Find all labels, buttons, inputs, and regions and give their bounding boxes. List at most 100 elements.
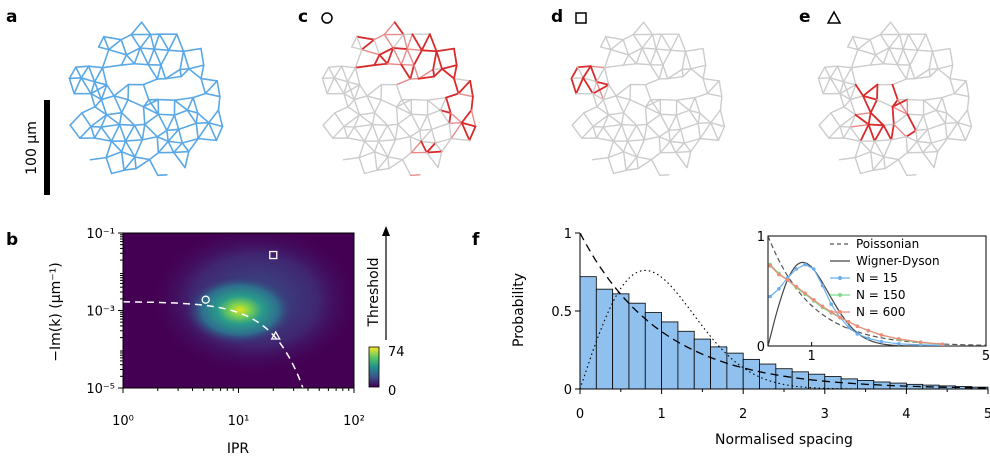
network-edge — [688, 109, 699, 124]
network-edge — [839, 92, 852, 101]
network-edge — [581, 125, 594, 139]
network-edge — [577, 66, 584, 79]
network-edge — [697, 122, 701, 140]
network-edge — [684, 47, 704, 52]
network-edge — [101, 48, 110, 69]
network-edge — [949, 77, 967, 82]
network-edge — [662, 64, 669, 80]
network-edge — [843, 98, 852, 108]
network-edge — [100, 126, 113, 142]
network-edge — [842, 137, 862, 142]
network-edge — [373, 99, 382, 114]
network-edge — [419, 114, 429, 132]
network-edge — [869, 111, 885, 127]
network-edge — [100, 95, 115, 101]
network-edge — [139, 47, 150, 66]
network-edge — [90, 125, 102, 128]
network-edge — [681, 68, 692, 71]
network-edge — [148, 158, 159, 177]
network-edge — [373, 53, 381, 66]
network-edge — [439, 109, 450, 124]
network-edge — [897, 152, 909, 161]
network-edge — [346, 126, 355, 139]
network-edge — [883, 156, 886, 170]
network-edge — [182, 47, 202, 53]
network-edge — [373, 151, 378, 171]
network-edge — [867, 123, 885, 127]
network-edge — [343, 84, 361, 95]
network-edge — [158, 33, 170, 52]
network-edge — [387, 139, 397, 158]
network-edge — [595, 126, 604, 139]
network-edge — [917, 33, 927, 52]
network-edge — [120, 33, 133, 41]
network-edge — [702, 47, 707, 66]
network-edge — [453, 64, 458, 80]
histogram-xlabel: Normalised spacing — [715, 432, 853, 448]
network-edge — [829, 77, 845, 83]
network-edge — [839, 114, 857, 128]
scale-bar-label: 100 µm — [24, 121, 40, 175]
network-edge — [217, 109, 224, 128]
x-tick-label: 10⁰ — [112, 414, 134, 429]
network-edge — [641, 47, 651, 66]
network-edge — [658, 64, 664, 80]
network-edge — [100, 83, 108, 101]
network-edge — [839, 84, 857, 95]
network-edge — [818, 124, 830, 139]
network-edge — [869, 98, 878, 114]
network-edge — [180, 68, 190, 78]
network-edge — [94, 98, 103, 108]
network-edge — [882, 124, 893, 141]
network-edge — [891, 106, 909, 115]
inset-series-point — [846, 325, 851, 330]
network-edge — [641, 47, 657, 50]
network-edge — [321, 77, 335, 80]
network-edge — [200, 77, 207, 95]
histogram-ticks: 0 1 2 3 4 5 0 0.5 1 — [551, 227, 990, 422]
network-edge — [147, 48, 155, 66]
network-edge — [148, 151, 160, 161]
y-tick-label: 0.5 — [551, 305, 572, 320]
network-edge — [922, 96, 943, 101]
network-edge — [395, 106, 413, 115]
network-edge — [607, 111, 625, 116]
network-edge — [435, 50, 443, 70]
network-edge — [397, 123, 411, 138]
network-edge — [635, 123, 648, 127]
network-edge — [843, 106, 857, 116]
network-edge — [386, 123, 399, 127]
network-edge — [81, 112, 92, 128]
panel-label-e: e — [799, 7, 811, 27]
panel-label-b: b — [6, 230, 18, 250]
network-edge — [157, 113, 168, 132]
heatmap-xlabel: IPR — [227, 441, 250, 457]
network-e — [817, 21, 973, 176]
network-edge — [118, 123, 127, 142]
network-edge — [620, 111, 625, 126]
network-edge — [949, 64, 954, 80]
network-edge — [635, 47, 643, 65]
network-edge — [123, 167, 137, 172]
network-edge — [208, 109, 220, 124]
network-edge — [946, 122, 959, 140]
network-edge — [659, 98, 678, 101]
network-edge — [186, 109, 199, 114]
network-edge — [105, 140, 113, 159]
network-edge — [607, 156, 615, 175]
network-edge — [935, 96, 943, 111]
network-edge — [893, 123, 907, 138]
network-edge — [595, 137, 615, 142]
network-edge — [627, 54, 638, 65]
heatmap-ylabel: −Im(k) (µm⁻¹) — [48, 262, 64, 361]
network-edge — [602, 95, 617, 101]
network-edge — [176, 33, 185, 53]
network-edge — [113, 95, 129, 101]
network-edge — [156, 135, 169, 143]
network-edge — [849, 95, 864, 101]
network-edge — [434, 137, 452, 144]
network-edge — [354, 48, 363, 69]
network-edge — [666, 68, 683, 80]
network-edge — [697, 122, 712, 124]
